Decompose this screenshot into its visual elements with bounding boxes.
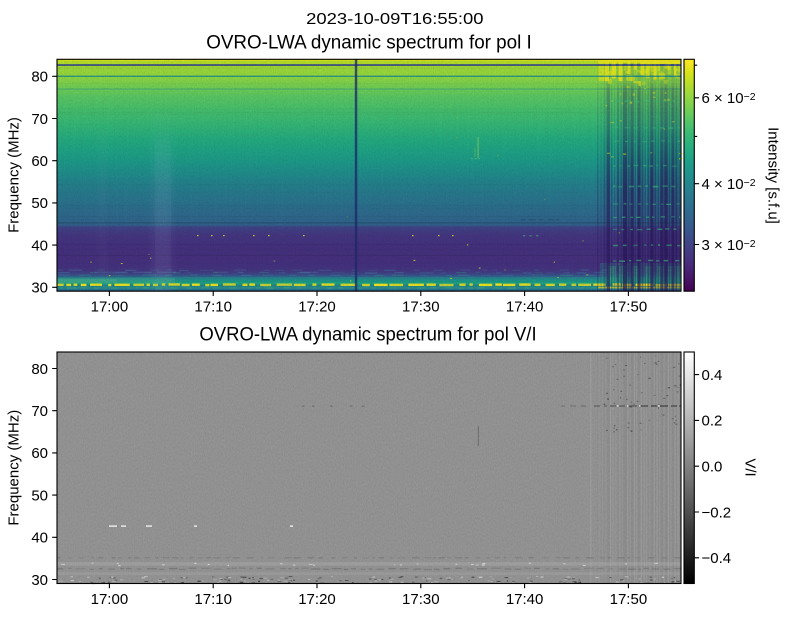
svg-text:60: 60 xyxy=(31,153,48,170)
svg-text:17:40: 17:40 xyxy=(506,591,544,608)
svg-text:80: 80 xyxy=(31,69,48,86)
svg-text:OVRO-LWA dynamic spectrum for: OVRO-LWA dynamic spectrum for pol I xyxy=(206,32,532,53)
svg-text:Frequency (MHz): Frequency (MHz) xyxy=(5,117,22,233)
svg-text:60: 60 xyxy=(31,445,48,462)
svg-text:0.4: 0.4 xyxy=(702,367,723,384)
svg-text:50: 50 xyxy=(31,487,48,504)
svg-text:70: 70 xyxy=(31,111,48,128)
svg-text:0.2: 0.2 xyxy=(702,413,723,430)
svg-text:OVRO-LWA dynamic spectrum for: OVRO-LWA dynamic spectrum for pol V/I xyxy=(199,325,536,346)
svg-text:6 × 10−2: 6 × 10−2 xyxy=(702,90,756,107)
svg-text:17:20: 17:20 xyxy=(298,299,336,316)
svg-text:17:00: 17:00 xyxy=(91,591,129,608)
svg-text:30: 30 xyxy=(31,280,48,297)
svg-text:−0.2: −0.2 xyxy=(702,504,732,521)
svg-text:70: 70 xyxy=(31,403,48,420)
svg-text:17:30: 17:30 xyxy=(402,591,440,608)
svg-text:17:50: 17:50 xyxy=(610,299,648,316)
svg-text:17:10: 17:10 xyxy=(194,591,232,608)
svg-text:0.0: 0.0 xyxy=(702,459,723,476)
svg-text:−0.4: −0.4 xyxy=(702,550,732,567)
svg-text:40: 40 xyxy=(31,530,48,547)
svg-text:17:10: 17:10 xyxy=(194,299,232,316)
svg-text:17:00: 17:00 xyxy=(91,299,129,316)
svg-text:2023-10-09T16:55:00: 2023-10-09T16:55:00 xyxy=(306,11,484,28)
svg-text:17:40: 17:40 xyxy=(506,299,544,316)
svg-text:80: 80 xyxy=(31,361,48,378)
svg-text:3 × 10−2: 3 × 10−2 xyxy=(702,237,756,254)
svg-text:30: 30 xyxy=(31,572,48,589)
svg-text:40: 40 xyxy=(31,237,48,254)
svg-text:17:30: 17:30 xyxy=(402,299,440,316)
svg-text:V/I: V/I xyxy=(742,458,759,476)
svg-text:Frequency (MHz): Frequency (MHz) xyxy=(5,410,22,526)
svg-text:4 × 10−2: 4 × 10−2 xyxy=(702,176,756,193)
svg-text:Intensity [s.f.u]: Intensity [s.f.u] xyxy=(765,127,782,224)
svg-text:17:20: 17:20 xyxy=(298,591,336,608)
svg-text:17:50: 17:50 xyxy=(610,591,648,608)
svg-text:50: 50 xyxy=(31,195,48,212)
